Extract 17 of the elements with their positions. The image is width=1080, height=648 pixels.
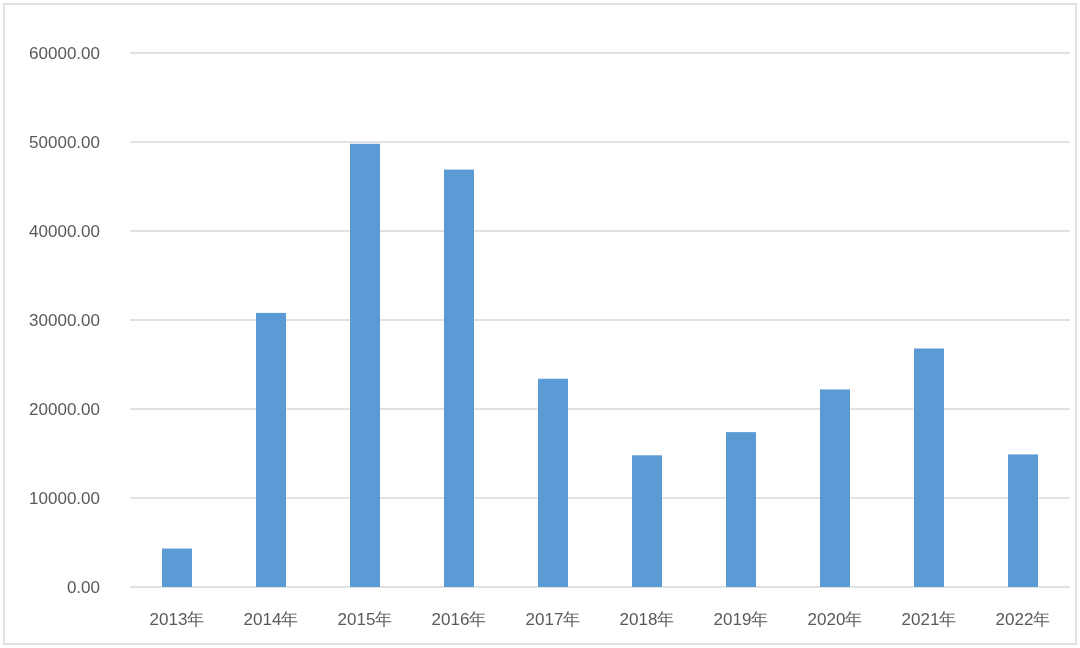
x-tick-label: 2013年 (149, 610, 205, 629)
x-tick-label: 2014年 (243, 610, 299, 629)
y-tick-label: 60000.00 (29, 44, 100, 63)
x-tick-label: 2016年 (431, 610, 487, 629)
y-tick-label: 40000.00 (29, 222, 100, 241)
x-tick-label: 2018年 (619, 610, 675, 629)
y-tick-label: 50000.00 (29, 133, 100, 152)
x-tick-label: 2015年 (337, 610, 393, 629)
y-tick-label: 20000.00 (29, 400, 100, 419)
x-tick-label: 2022年 (995, 610, 1051, 629)
y-tick-label: 10000.00 (29, 489, 100, 508)
x-tick-label: 2021年 (901, 610, 957, 629)
y-tick-label: 0.00 (66, 578, 100, 597)
x-tick-label: 2017年 (525, 610, 581, 629)
x-tick-label: 2019年 (713, 610, 769, 629)
x-tick-label: 2020年 (807, 610, 863, 629)
y-tick-label: 30000.00 (29, 311, 100, 330)
